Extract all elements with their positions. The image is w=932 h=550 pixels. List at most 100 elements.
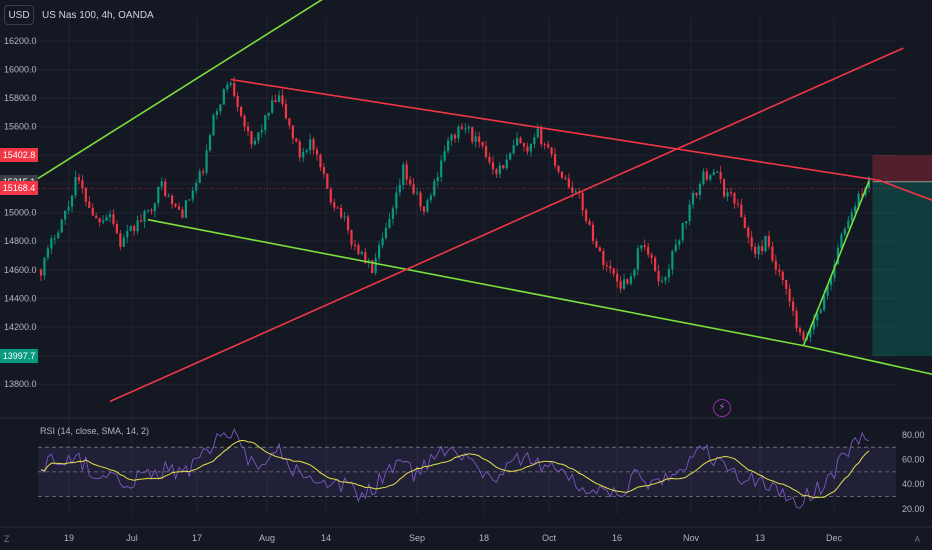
candle-body (412, 184, 415, 194)
candle-body (136, 220, 139, 232)
candle-body (122, 237, 125, 247)
timezone-icon[interactable]: Z (4, 534, 10, 544)
candle-body (74, 177, 77, 196)
candle-body (160, 181, 163, 187)
rsi-ma-line (40, 439, 870, 499)
candle-body (177, 206, 181, 210)
price-tick: 15800.0 (4, 93, 37, 103)
candle-body (226, 84, 229, 90)
candle-body (654, 257, 657, 271)
candle-body (557, 165, 560, 172)
candle-body (519, 138, 522, 144)
candle-body (861, 193, 864, 195)
candle-body (384, 227, 388, 238)
candle-body (260, 130, 263, 133)
candle-body (529, 144, 532, 152)
candle-body (685, 221, 688, 224)
candle-body (560, 171, 564, 178)
candle-body (802, 332, 805, 340)
candle-body (57, 232, 60, 239)
candle-body (495, 169, 498, 174)
lightning-icon[interactable]: ⚡ (713, 399, 731, 417)
auto-scale-icon[interactable]: A (914, 535, 920, 544)
time-tick: Jul (126, 533, 138, 543)
candle-body (754, 246, 757, 255)
time-axis[interactable]: 19 Jul 17 Aug 14 Sep 18 Oct 16 Nov 13 Dec (64, 533, 843, 543)
candle-body (119, 233, 122, 247)
price-tick: 13800.0 (4, 379, 37, 389)
candle-body (709, 175, 712, 180)
candle-body (364, 252, 367, 263)
candle-body (302, 151, 305, 158)
trendline-green (147, 218, 804, 347)
candle-body (619, 281, 622, 289)
candle-body (43, 257, 46, 276)
rsi-title[interactable]: RSI (14, close, SMA, 14, 2) (40, 426, 150, 436)
candle-body (788, 288, 791, 302)
price-tick: 16000.0 (4, 65, 37, 75)
candle-body (447, 140, 450, 152)
stop-zone (872, 154, 932, 182)
candle-body (771, 246, 774, 261)
candle-body (660, 280, 664, 282)
candle-body (139, 220, 143, 222)
price-tick: 14600.0 (4, 265, 37, 275)
candle-body (467, 127, 470, 129)
candle-body (747, 227, 750, 238)
candle-body (457, 126, 460, 139)
candle-body (812, 320, 815, 330)
candle-body (391, 208, 394, 220)
currency-button[interactable]: USD (4, 5, 34, 25)
candle-body (415, 192, 419, 194)
candle-body (381, 237, 384, 246)
candle-body (253, 140, 256, 145)
candle-body (626, 279, 629, 284)
candle-body (219, 104, 222, 112)
candle-body (526, 146, 529, 152)
candle-body (398, 184, 401, 193)
candle-body (716, 172, 719, 174)
candle-body (453, 134, 457, 139)
candle-body (378, 245, 381, 259)
candle-body (512, 145, 515, 154)
trendlines[interactable] (12, 0, 932, 403)
candle-body (319, 154, 322, 168)
candle-body (778, 269, 781, 272)
candle-body (729, 192, 733, 194)
candle-body (105, 217, 108, 221)
candle-body (336, 207, 339, 209)
candle-body (264, 115, 267, 131)
price-tick: 14200.0 (4, 322, 37, 332)
candle-body (257, 132, 260, 141)
rsi-tick: 20.00 (902, 504, 925, 514)
short-position-tool[interactable] (0, 154, 932, 356)
candle-body (184, 200, 187, 218)
candle-body (757, 246, 760, 255)
candle-body (816, 313, 819, 321)
candle-body (781, 271, 784, 280)
candle-body (88, 201, 91, 208)
candle-body (233, 82, 236, 96)
time-tick: 14 (321, 533, 331, 543)
candle-body (774, 260, 777, 270)
candle-body (70, 195, 74, 207)
candle-body (298, 141, 301, 158)
candle-body (191, 190, 194, 200)
candle-body (46, 248, 49, 258)
candle-body (616, 273, 619, 282)
time-tick: Dec (826, 533, 843, 543)
rsi-pane: 80.00 60.00 40.00 20.00 (38, 428, 925, 514)
candle-body (429, 195, 432, 201)
candle-body (826, 285, 829, 296)
time-tick: 13 (755, 533, 765, 543)
candle-body (712, 172, 715, 176)
candle-body (819, 309, 822, 314)
time-tick: 19 (64, 533, 74, 543)
price-tick: 16200.0 (4, 36, 37, 46)
candle-body (295, 138, 298, 142)
candle-body (667, 269, 670, 278)
symbol-title[interactable]: US Nas 100, 4h, OANDA (42, 9, 154, 21)
time-tick: 16 (612, 533, 622, 543)
candles (39, 76, 871, 343)
